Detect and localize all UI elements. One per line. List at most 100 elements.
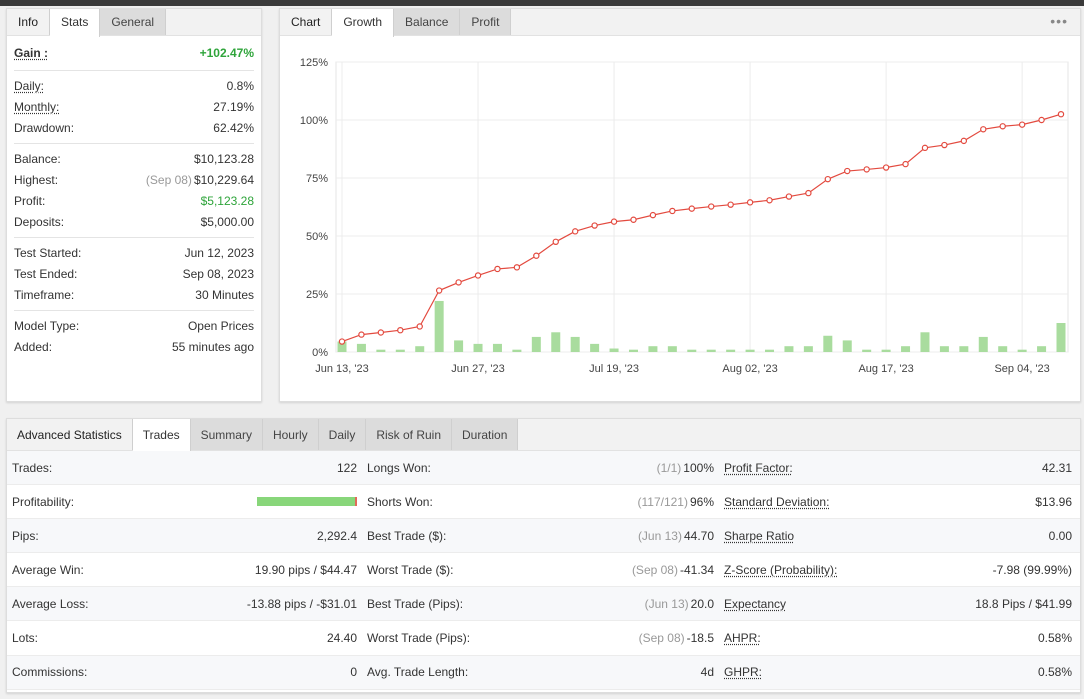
info-value-text: $10,229.64 bbox=[193, 172, 254, 187]
stat-value-text: 0.58% bbox=[1037, 665, 1072, 680]
growth-point bbox=[630, 216, 637, 223]
stat-value: 24.40 bbox=[327, 631, 357, 645]
stat-value-text: 96% bbox=[689, 494, 714, 509]
stat-label[interactable]: GHPR: bbox=[724, 665, 763, 680]
info-value: $5,000.00 bbox=[201, 215, 254, 229]
stat-value: 19.90 pips / $44.47 bbox=[255, 563, 357, 577]
growth-point bbox=[785, 193, 793, 200]
ellipsis-icon[interactable]: ••• bbox=[1050, 13, 1068, 29]
profit-bar bbox=[881, 349, 891, 352]
advanced-statistics-panel: Advanced Statistics Trades Summary Hourl… bbox=[6, 418, 1081, 693]
stat-value-text: 20.0 bbox=[690, 596, 714, 611]
growth-point bbox=[474, 272, 482, 279]
info-label[interactable]: Monthly: bbox=[14, 99, 60, 114]
tab-summary[interactable]: Summary bbox=[190, 419, 263, 450]
stat-row-average-loss: Average Loss: -13.88 pips / -$31.01 bbox=[7, 587, 362, 622]
stat-row-expectancy: Expectancy 18.8 Pips / $41.99 bbox=[719, 587, 1080, 622]
profitability-bar-loss bbox=[354, 497, 357, 507]
tab-balance[interactable]: Balance bbox=[394, 9, 461, 35]
profit-bar bbox=[628, 349, 638, 352]
profit-bar bbox=[901, 346, 911, 352]
stat-label[interactable]: Profit Factor: bbox=[724, 460, 793, 475]
info-group: Daily: 0.8% Monthly: 27.19% Drawdown: 62.42% bbox=[14, 71, 254, 144]
growth-point bbox=[941, 141, 948, 149]
stat-label: Trades: bbox=[12, 460, 53, 475]
stat-value: (Sep 08) -18.5 bbox=[639, 631, 714, 645]
chart-tabs: Chart Growth Balance Profit bbox=[280, 9, 1080, 37]
tab-duration[interactable]: Duration bbox=[452, 419, 519, 450]
stat-label: Best Trade (Pips): bbox=[367, 596, 464, 611]
growth-point bbox=[902, 160, 909, 168]
adv-tabs: Advanced Statistics Trades Summary Hourl… bbox=[7, 419, 1080, 452]
tab-daily[interactable]: Daily bbox=[318, 419, 367, 450]
x-tick-label: Jul 19, '23 bbox=[589, 363, 639, 375]
stat-row-average-win: Average Win: 19.90 pips / $44.47 bbox=[7, 553, 362, 588]
y-tick-label: 75% bbox=[306, 173, 328, 185]
info-label[interactable]: Daily: bbox=[14, 78, 45, 93]
profit-bar bbox=[473, 343, 483, 352]
tab-risk-of-ruin[interactable]: Risk of Ruin bbox=[366, 419, 453, 450]
profit-bar bbox=[531, 336, 541, 352]
growth-point bbox=[882, 164, 890, 171]
stat-label[interactable]: Expectancy bbox=[724, 596, 787, 611]
tab-growth[interactable]: Growth bbox=[332, 9, 395, 37]
stat-label[interactable]: Standard Deviation: bbox=[724, 494, 830, 509]
stat-row-profitability: Profitability: bbox=[7, 485, 362, 520]
tab-hourly[interactable]: Hourly bbox=[262, 419, 319, 450]
growth-point bbox=[416, 323, 423, 330]
tab-stats[interactable]: Stats bbox=[50, 9, 101, 37]
stat-value-text: 18.8 Pips / $41.99 bbox=[975, 596, 1072, 611]
stat-label[interactable]: Sharpe Ratio bbox=[724, 528, 795, 543]
stat-row-avg-trade-length: Avg. Trade Length: 4d bbox=[362, 655, 719, 690]
stat-row-trades: Trades: 122 bbox=[7, 451, 362, 486]
profit-bar bbox=[842, 340, 852, 352]
profit-bar bbox=[609, 348, 619, 352]
profit-bar bbox=[648, 346, 658, 352]
stat-value-text: 2,292.4 bbox=[316, 528, 357, 543]
stat-value-detail: (Sep 08) bbox=[631, 562, 678, 577]
profit-bar bbox=[745, 349, 755, 352]
profit-bar bbox=[823, 335, 833, 352]
tab-info[interactable]: Info bbox=[7, 9, 51, 35]
stat-label[interactable]: AHPR: bbox=[724, 631, 761, 646]
x-tick-label: Aug 02, '23 bbox=[722, 363, 777, 375]
stat-row-standard-deviation: Standard Deviation: $13.96 bbox=[719, 485, 1080, 520]
y-tick-label: 125% bbox=[300, 57, 328, 69]
info-value-text: 55 minutes ago bbox=[171, 339, 254, 354]
growth-line bbox=[341, 113, 1062, 343]
stat-label: Best Trade ($): bbox=[367, 528, 447, 543]
info-value: (Sep 08) $10,229.64 bbox=[146, 173, 254, 187]
stat-value: (117/121) 96% bbox=[637, 495, 714, 509]
stat-value-text: 100% bbox=[683, 460, 714, 475]
stat-value: 42.31 bbox=[1042, 461, 1072, 475]
growth-point bbox=[688, 205, 695, 212]
growth-point bbox=[824, 175, 832, 183]
info-label: Added: bbox=[14, 339, 53, 354]
info-value: 27.19% bbox=[213, 100, 254, 114]
tab-trades[interactable]: Trades bbox=[132, 419, 191, 452]
tab-profit[interactable]: Profit bbox=[460, 9, 512, 35]
tab-advanced-statistics[interactable]: Advanced Statistics bbox=[7, 419, 133, 450]
stat-value: 122 bbox=[337, 461, 357, 475]
stat-value: -13.88 pips / -$31.01 bbox=[247, 597, 357, 611]
stat-value-detail: (Sep 08) bbox=[638, 631, 685, 646]
tab-chart[interactable]: Chart bbox=[280, 9, 333, 35]
stat-label[interactable]: Z-Score (Probability): bbox=[724, 562, 838, 577]
stat-value: 0 bbox=[350, 665, 357, 679]
info-label: Highest: bbox=[14, 172, 59, 187]
info-tabs: Info Stats General bbox=[7, 9, 261, 37]
profit-bar bbox=[726, 349, 736, 352]
stat-value: (Jun 13) 20.0 bbox=[645, 597, 714, 611]
growth-point bbox=[649, 211, 657, 219]
growth-point bbox=[494, 265, 501, 273]
info-value-date: (Sep 08) bbox=[145, 172, 192, 187]
info-label: Balance: bbox=[14, 151, 61, 166]
profit-bar bbox=[492, 343, 502, 352]
info-row-timeframe: Timeframe: 30 Minutes bbox=[14, 285, 254, 306]
tab-general[interactable]: General bbox=[100, 9, 167, 35]
stat-value: (Sep 08) -41.34 bbox=[632, 563, 714, 577]
growth-point bbox=[980, 126, 987, 133]
gain-label[interactable]: Gain : bbox=[14, 46, 49, 60]
stat-value-text: 19.90 pips / $44.47 bbox=[254, 562, 357, 577]
info-value-text: $10,123.28 bbox=[193, 151, 254, 166]
